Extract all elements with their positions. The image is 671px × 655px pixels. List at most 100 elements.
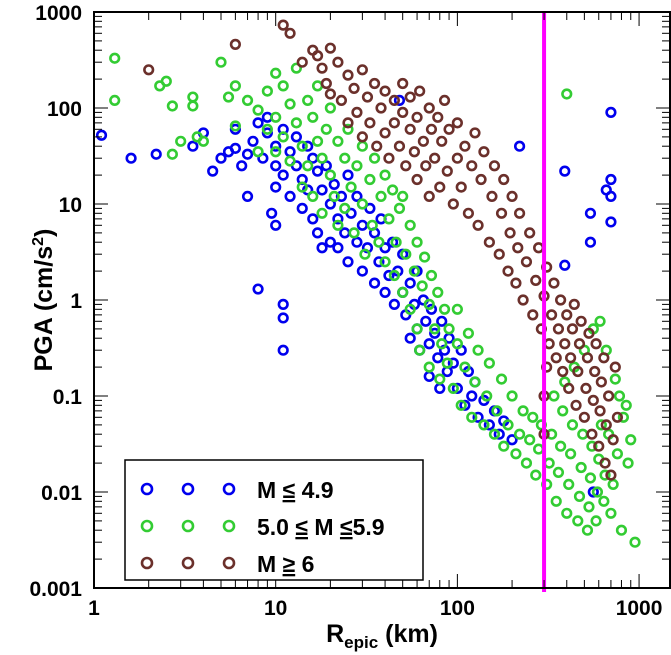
data-point: [517, 405, 529, 417]
y-tick-label: 0.1: [53, 386, 83, 409]
data-point: [379, 256, 391, 268]
data-point: [109, 52, 121, 64]
data-point: [438, 303, 451, 315]
data-point: [584, 207, 597, 219]
data-point: [342, 117, 354, 129]
data-point: [361, 91, 374, 103]
data-point: [109, 94, 121, 106]
data-point: [451, 382, 463, 394]
data-point: [386, 184, 399, 196]
data-point: [417, 135, 429, 147]
data-point: [587, 486, 599, 498]
data-point: [351, 190, 363, 202]
data-point: [348, 82, 360, 95]
points-layer: [95, 19, 641, 548]
data-point: [459, 140, 471, 152]
data-point: [462, 327, 475, 339]
data-point: [379, 286, 391, 298]
data-point: [436, 315, 448, 327]
data-point: [393, 202, 406, 214]
data-point: [434, 382, 446, 394]
legend-box: [124, 459, 424, 581]
data-point: [311, 80, 324, 92]
data-point: [436, 338, 448, 350]
data-point: [379, 169, 391, 181]
y-tick-label: 1: [70, 290, 82, 313]
data-point: [483, 357, 495, 369]
data-point: [469, 376, 481, 388]
data-point: [252, 104, 264, 116]
y-tick-label: 1000: [35, 2, 82, 25]
x-tick-label: 1: [88, 597, 100, 620]
data-point: [296, 181, 308, 193]
data-point: [423, 370, 435, 383]
data-point: [491, 405, 503, 417]
data-point: [270, 181, 282, 193]
data-point: [356, 131, 368, 143]
data-point: [388, 117, 400, 129]
y-tick-label: 100: [47, 98, 82, 121]
data-point: [550, 352, 562, 364]
data-point: [520, 457, 533, 469]
data-point: [451, 117, 463, 129]
data-point: [342, 123, 354, 135]
legend-label: M ≤ 4.9: [257, 477, 334, 503]
data-point: [559, 259, 571, 271]
data-point: [488, 160, 501, 172]
data-point: [379, 242, 391, 254]
data-point: [339, 227, 351, 239]
data-point: [581, 524, 594, 536]
data-point: [284, 146, 296, 158]
data-point: [356, 265, 368, 277]
data-point: [423, 298, 435, 310]
data-point: [498, 173, 510, 186]
data-point: [563, 382, 575, 394]
data-point: [548, 390, 560, 402]
data-point: [261, 85, 273, 97]
data-point: [586, 428, 598, 440]
x-tick-label: 100: [440, 597, 475, 620]
data-point: [438, 94, 451, 106]
data-point: [247, 135, 259, 147]
data-point: [584, 472, 597, 484]
data-point: [572, 515, 584, 527]
data-point: [555, 440, 567, 452]
data-point: [595, 376, 607, 388]
data-point: [277, 80, 289, 92]
series-1: [109, 52, 641, 548]
data-point: [432, 111, 444, 123]
data-point: [143, 64, 155, 76]
data-point: [533, 443, 545, 455]
data-point: [611, 448, 624, 460]
data-point: [388, 298, 400, 310]
data-point: [533, 242, 545, 254]
data-point: [504, 227, 516, 239]
ticks-layer: [93, 12, 670, 589]
data-point: [498, 440, 510, 452]
data-point: [583, 501, 595, 513]
data-point: [600, 419, 612, 431]
data-point: [366, 219, 378, 231]
data-point: [375, 190, 387, 202]
data-point: [607, 434, 619, 446]
data-point: [252, 146, 264, 158]
data-point: [483, 419, 495, 431]
data-point: [459, 361, 471, 373]
data-point: [236, 160, 248, 172]
data-point: [277, 19, 289, 31]
data-point: [527, 309, 539, 321]
data-point: [335, 190, 348, 202]
data-point: [447, 357, 459, 369]
data-point: [400, 160, 412, 172]
data-point: [478, 419, 490, 431]
data-point: [408, 265, 420, 277]
data-point: [573, 338, 586, 350]
data-point: [583, 327, 595, 339]
data-point: [296, 56, 308, 68]
data-point: [593, 440, 605, 452]
legend-label: 5.0 ≤ M ≤5.9: [257, 514, 385, 540]
data-point: [530, 469, 542, 481]
data-point: [397, 106, 409, 118]
data-point: [339, 152, 351, 164]
data-point: [423, 338, 435, 350]
